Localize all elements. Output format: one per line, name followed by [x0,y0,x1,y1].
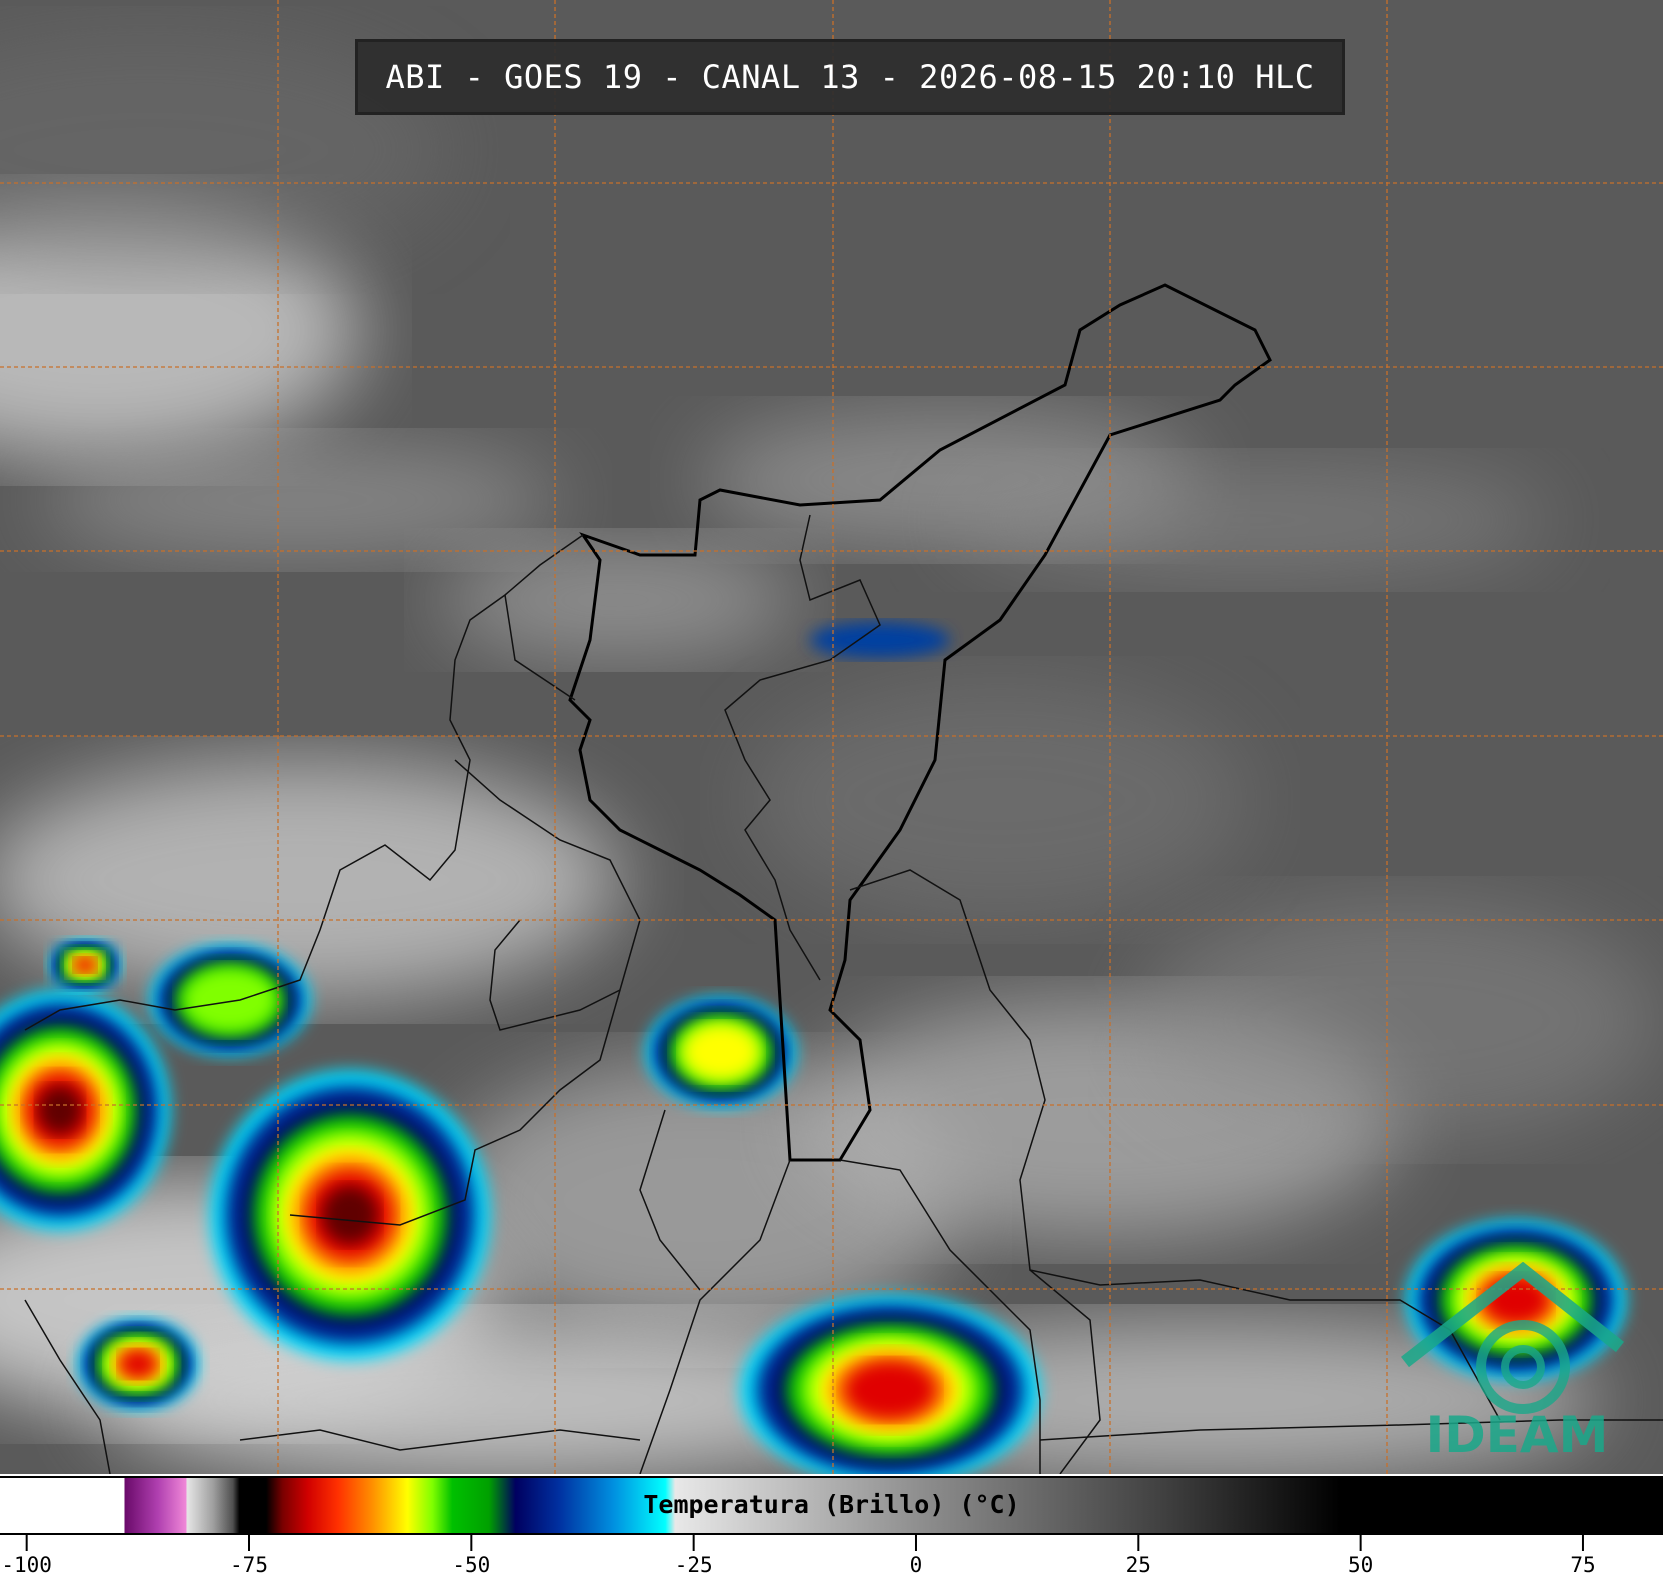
storm-layer [845,1361,935,1419]
storm-layer [810,622,950,658]
colorbar-tick-label: 75 [1570,1553,1595,1577]
colorbar-tick-label: -100 [1,1553,52,1577]
logo-roof [1401,1262,1625,1368]
cloud [950,460,1550,580]
colorbar-axis: -100 -75 -50 -25 0 25 50 75 [1,1535,1596,1577]
colorbar-tick-label: 0 [910,1553,923,1577]
cloud [0,30,450,270]
logo-text: IDEAM [1426,1406,1609,1462]
storm-layer [182,967,278,1033]
colorbar-tick-label: -75 [230,1553,268,1577]
convective-cells [0,622,1626,1474]
storm-layer [74,957,96,973]
logo-swirl-inner [1501,1345,1545,1389]
storm-layer [683,1024,759,1080]
colorbar-tick-label: 50 [1348,1553,1373,1577]
cloud [40,440,560,560]
satellite-map [0,0,1663,1474]
colorbar-gradient [0,1476,1663,1535]
colorbar-tick-label: 25 [1126,1553,1151,1577]
cloud [100,1320,900,1474]
storm-layer [322,1186,378,1244]
storm-layer [120,1350,156,1378]
cloud [750,680,1250,920]
logo: IDEAM [1401,1262,1625,1462]
title: ABI - GOES 19 - CANAL 13 - 2026-08-15 20… [385,58,1315,96]
cloud [440,540,800,660]
title-box: ABI - GOES 19 - CANAL 13 - 2026-08-15 20… [355,39,1345,115]
logo-swirl [1476,1320,1570,1414]
graticule [0,0,1663,1474]
cloud [1140,900,1660,1140]
borders [568,283,1272,1162]
storm-layer [38,1086,82,1134]
colorbar-tick-label: -25 [675,1553,713,1577]
colorbar-tick-label: -50 [452,1553,490,1577]
cloud [0,760,620,1000]
colorbar: Temperatura (Brillo) (°C) -100 -75 -50 -25 0… [0,1474,1663,1577]
colorbar-label: Temperatura (Brillo) (°C) [643,1490,1020,1519]
